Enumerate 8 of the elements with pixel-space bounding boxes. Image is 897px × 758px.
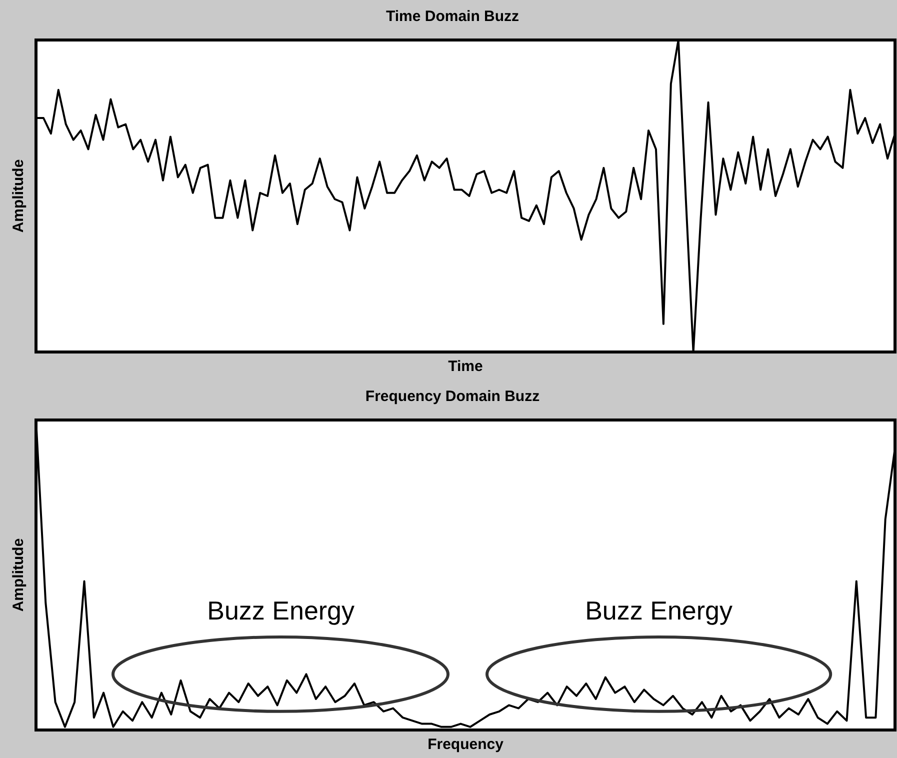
x-axis-title: Time bbox=[448, 358, 483, 376]
x-axis-title: Frequency bbox=[428, 736, 504, 754]
annotation: Buzz Energy bbox=[207, 595, 355, 626]
annotation: Buzz Energy bbox=[585, 595, 732, 626]
y-axis-title: Amplitude bbox=[10, 159, 28, 233]
y-axis-title: Amplitude bbox=[10, 538, 28, 612]
chart-title: Time Domain Buzz bbox=[386, 8, 520, 26]
chart-title: Frequency Domain Buzz bbox=[365, 388, 540, 406]
